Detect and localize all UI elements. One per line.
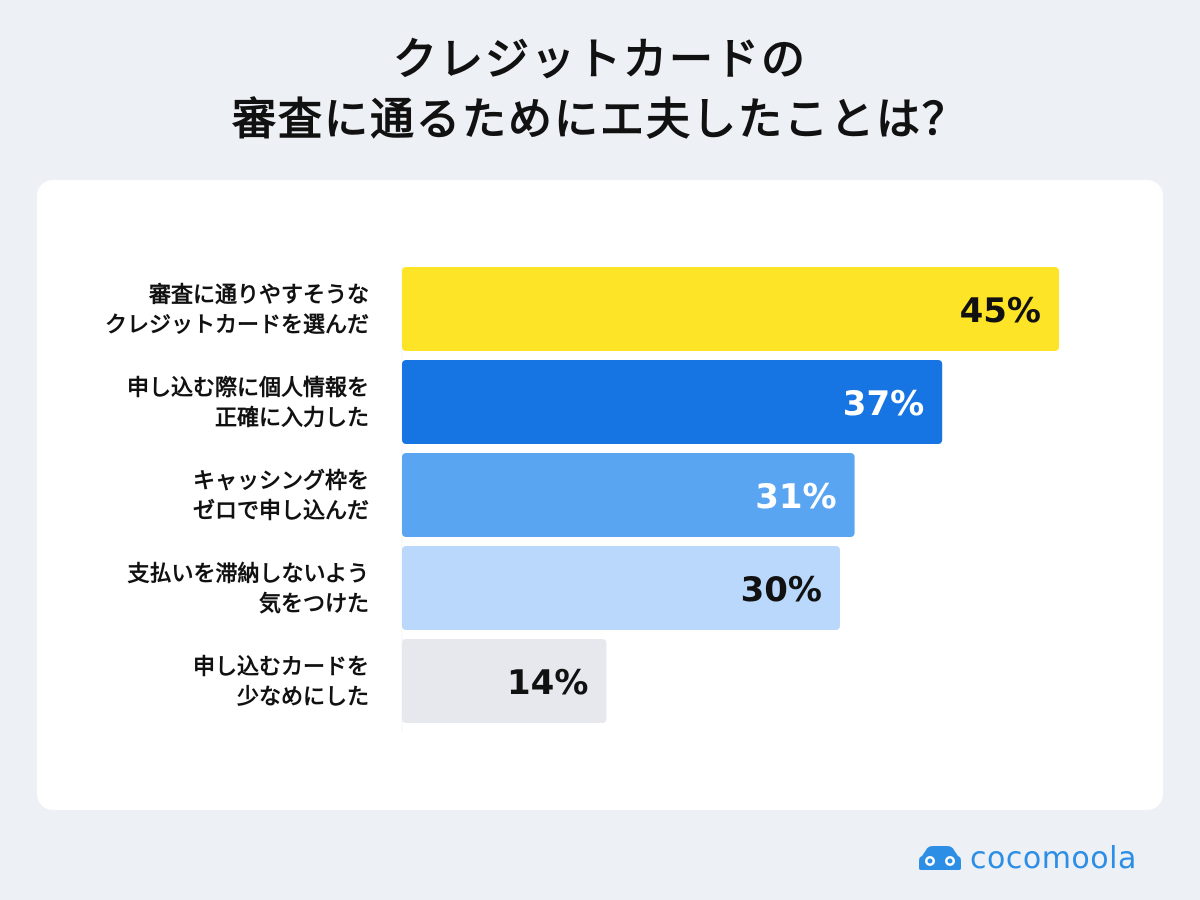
chart-title: クレジットカードの 審査に通るためにエ夫したことは？ <box>0 30 1200 150</box>
car-icon <box>919 846 961 870</box>
category-label-0-line-0: 審査に通りやすそうな <box>148 282 369 308</box>
category-label-3-line-1: 気をつけた <box>259 591 369 617</box>
category-label-4-line-0: 申し込むカードを <box>193 655 369 680</box>
data-label-2: 31% <box>755 477 836 517</box>
brand-logo: cocomoola <box>918 838 1137 878</box>
category-label-4-line-1: 少なめにした <box>236 685 369 710</box>
data-label-3: 30% <box>741 570 822 610</box>
category-label-1-line-0: 申し込む際に個人情報を <box>127 375 369 401</box>
bar-3 <box>402 546 840 630</box>
bar-0 <box>402 267 1059 351</box>
bar-1 <box>402 360 943 444</box>
data-label-4: 14% <box>507 663 588 703</box>
category-label-1-line-1: 正確に入力した <box>215 405 369 431</box>
bar-4 <box>402 639 607 723</box>
chart-card: 45% 審査に通りやすそうなクレジットカードを選んだ 37% 申し込む際に個人情報を正… <box>37 180 1163 810</box>
title-line-2: 審査に通るためにエ夫したことは？ <box>232 94 968 145</box>
bar-2 <box>402 453 855 537</box>
brand-name: cocomoola <box>970 840 1137 876</box>
title-line-1: クレジットカードの <box>393 34 807 85</box>
category-label-3-line-0: 支払いを滞納しないよう <box>127 561 369 587</box>
category-label-0-line-1: クレジットカードを選んだ <box>105 313 369 338</box>
data-label-1: 37% <box>843 384 924 424</box>
data-label-0: 45% <box>960 291 1041 331</box>
category-label-2-line-0: キャッシング枠を <box>193 468 369 494</box>
category-label-2-line-1: ゼロで申し込んだ <box>193 499 369 524</box>
